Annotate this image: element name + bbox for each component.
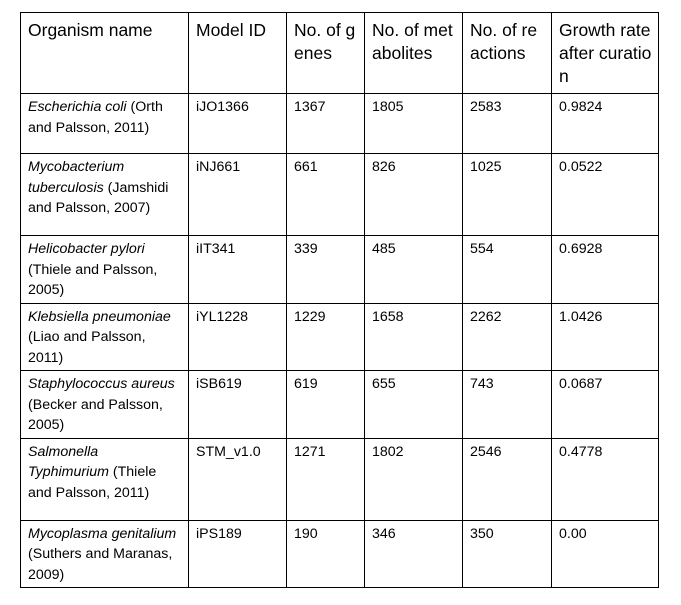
organism-cell: Staphylococcus aureus (Becker and Palsso… [20, 370, 189, 439]
reactions-cell: 554 [462, 235, 552, 304]
growth-rate-cell: 0.4778 [551, 437, 659, 521]
organism-cell: Helicobacter pylori (Thiele and Palsson,… [20, 235, 189, 304]
organism-reference: (Thiele and Palsson, 2005) [28, 261, 158, 299]
metabolites-cell: 485 [364, 235, 463, 304]
metabolites-cell: 1802 [364, 437, 463, 521]
organism-reference: (Becker and Palsson, 2005) [28, 396, 163, 434]
organism-reference: (Suthers and Maranas, 2009) [28, 546, 173, 583]
model-id-cell: iIT341 [188, 235, 287, 304]
genes-cell: 1229 [286, 302, 365, 371]
header-genes: No. of genes [286, 12, 365, 94]
reactions-cell: 1025 [462, 153, 552, 236]
organism-species: Helicobacter pylori [28, 241, 145, 257]
growth-rate-cell: 1.0426 [551, 302, 659, 371]
organism-reference: (Liao and Palsson, 2011) [28, 329, 146, 366]
metabolites-cell: 1805 [364, 93, 463, 154]
header-model-id: Model ID [188, 12, 287, 94]
genes-cell: 339 [286, 235, 365, 304]
organism-cell: Salmonella Typhimurium (Thiele and Palss… [20, 437, 189, 521]
genes-cell: 619 [286, 370, 365, 439]
organism-species: Mycobacterium tuberculosis [28, 159, 125, 196]
organism-species: Salmonella Typhimurium [28, 443, 109, 481]
reactions-cell: 350 [462, 519, 552, 588]
model-id-cell: iPS189 [188, 519, 287, 588]
model-id-cell: iYL1228 [188, 302, 287, 371]
organism-cell: Mycoplasma genitalium (Suthers and Maran… [20, 519, 189, 588]
table-row: Salmonella Typhimurium (Thiele and Palss… [20, 437, 659, 521]
table-row: Klebsiella pneumoniae (Liao and Palsson,… [20, 302, 659, 371]
organism-cell: Escherichia coli (Orth and Palsson, 2011… [20, 93, 189, 154]
reactions-cell: 2262 [462, 302, 552, 371]
table-row: Staphylococcus aureus (Becker and Palsso… [20, 370, 659, 439]
header-reactions: No. of reactions [462, 12, 552, 94]
header-growth-rate: Growth rate after curation [551, 12, 659, 94]
genes-cell: 1367 [286, 93, 365, 154]
reactions-cell: 743 [462, 370, 552, 439]
growth-rate-cell: 0.0687 [551, 370, 659, 439]
organism-reference: (Jamshidi and Palsson, 2007) [28, 179, 169, 217]
genes-cell: 1271 [286, 437, 365, 521]
growth-rate-cell: 0.9824 [551, 93, 659, 154]
reactions-cell: 2546 [462, 437, 552, 521]
model-id-cell: iJO1366 [188, 93, 287, 154]
organism-species: Staphylococcus aureus [28, 376, 175, 392]
table-row: Helicobacter pylori (Thiele and Palsson,… [20, 235, 659, 304]
organism-cell: Mycobacterium tuberculosis (Jamshidi and… [20, 153, 189, 236]
metabolites-cell: 655 [364, 370, 463, 439]
organism-reference: (Thiele and Palsson, 2011) [28, 464, 157, 501]
metabolites-cell: 346 [364, 519, 463, 588]
organism-species: Mycoplasma genitalium [28, 525, 177, 542]
organism-model-table: Organism name Model ID No. of genes No. … [20, 12, 659, 588]
model-id-cell: iNJ661 [188, 153, 287, 236]
table-row: Mycoplasma genitalium (Suthers and Maran… [20, 519, 659, 588]
organism-species: Escherichia coli [28, 99, 127, 115]
model-id-cell: iSB619 [188, 370, 287, 439]
organism-cell: Klebsiella pneumoniae (Liao and Palsson,… [20, 302, 189, 371]
table-row: Escherichia coli (Orth and Palsson, 2011… [20, 93, 659, 154]
genes-cell: 190 [286, 519, 365, 588]
header-metabolites: No. of metabolites [364, 12, 463, 94]
model-id-cell: STM_v1.0 [188, 437, 287, 521]
metabolites-cell: 1658 [364, 302, 463, 371]
header-row: Organism name Model ID No. of genes No. … [20, 12, 659, 94]
organism-reference: (Orth and Palsson, 2011) [28, 99, 163, 136]
metabolites-cell: 826 [364, 153, 463, 236]
reactions-cell: 2583 [462, 93, 552, 154]
table-row: Mycobacterium tuberculosis (Jamshidi and… [20, 153, 659, 236]
growth-rate-cell: 0.6928 [551, 235, 659, 304]
header-organism-name: Organism name [20, 12, 189, 94]
genes-cell: 661 [286, 153, 365, 236]
organism-species: Klebsiella pneumoniae [28, 308, 171, 325]
growth-rate-cell: 0.00 [551, 519, 659, 588]
growth-rate-cell: 0.0522 [551, 153, 659, 236]
